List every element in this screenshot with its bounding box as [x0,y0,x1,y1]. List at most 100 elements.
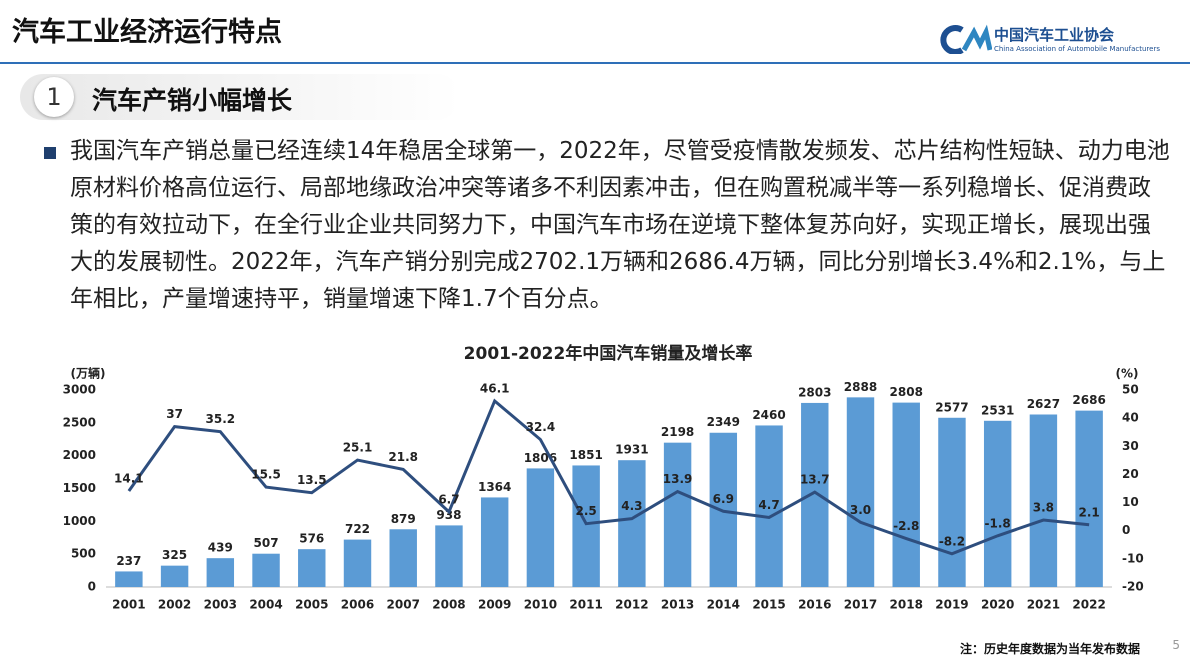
x-tick-label: 2006 [341,598,374,612]
y-tick-label: 2500 [63,415,96,429]
line-value-label: 13.5 [297,473,327,487]
bar [618,460,646,587]
line-value-label: 21.8 [388,450,418,464]
slide-title: 汽车工业经济运行特点 [12,17,282,48]
y2-tick-label: 30 [1122,439,1139,453]
bar [1029,414,1058,587]
line-value-label: 13.9 [663,472,693,486]
bar [206,558,235,587]
y2-tick-label: 50 [1122,383,1139,397]
x-tick-label: 2009 [478,598,511,612]
bar-value-label: 722 [345,522,370,536]
x-tick-label: 2017 [844,598,877,612]
bar-value-label: 879 [391,512,416,526]
bar [1075,410,1103,587]
bar-value-label: 2803 [798,385,831,399]
line-value-label: 32.4 [526,420,556,434]
bar-value-label: 576 [299,532,324,546]
x-tick-label: 2018 [890,598,923,612]
x-tick-label: 2021 [1027,598,1060,612]
section-number: 1 [34,77,74,117]
section-title: 汽车产销小幅增长 [92,86,293,115]
x-tick-label: 2003 [204,598,237,612]
y2-tick-label: 10 [1122,495,1139,509]
line-value-label: -8.2 [939,534,965,548]
x-tick-label: 2020 [981,598,1014,612]
bar-value-label: 439 [208,541,233,555]
bar-value-label: 2888 [844,380,877,394]
x-tick-label: 2016 [798,598,831,612]
logo-mark [940,24,992,54]
line-value-label: 14.1 [114,472,144,486]
line-value-label: 35.2 [206,412,236,426]
bar [298,549,326,587]
bar [160,565,189,587]
y-axis-label: (万辆) [71,366,106,381]
bar-value-label: 2460 [752,408,785,422]
x-tick-label: 2015 [752,598,785,612]
bar [572,465,600,587]
bar-value-label: 2808 [890,385,923,399]
bullet [44,147,56,159]
x-tick-label: 2022 [1072,598,1105,612]
footnote: 注：历史年度数据为当年发布数据 [959,642,1140,656]
line-value-label: 4.3 [621,499,642,513]
bar [526,468,555,587]
chart: 2001-2022年中国汽车销量及增长率 (万辆) (%) 0500100015… [63,343,1144,612]
bar [389,529,417,587]
line-value-label: -1.8 [985,516,1011,530]
y-tick-label: 0 [88,580,96,594]
line-value-label: 13.7 [800,473,830,487]
line-value-label: 2.5 [576,504,597,518]
page-number: 5 [1172,638,1180,652]
line-value-label: 25.1 [343,441,373,455]
bar-value-label: 237 [116,554,141,568]
bar [663,442,692,587]
bar-value-label: 1851 [569,448,602,462]
section-banner: 1 汽车产销小幅增长 [20,74,460,120]
bar-value-label: 2531 [981,403,1014,417]
line-value-label: 37 [166,407,183,421]
bar-value-label: 2349 [707,415,740,429]
line-value-label: 3.8 [1033,501,1054,515]
bar [846,397,875,587]
line-value-label: 4.7 [758,498,779,512]
header-rule [0,62,1190,64]
y2-tick-label: 20 [1122,467,1139,481]
x-tick-label: 2007 [387,598,420,612]
x-tick-label: 2011 [569,598,602,612]
x-tick-label: 2019 [935,598,968,612]
bar-value-label: 1364 [478,480,511,494]
bar-value-label: 325 [162,548,187,562]
x-tick-label: 2012 [615,598,648,612]
x-tick-label: 2013 [661,598,694,612]
logo-cn: 中国汽车工业协会 [993,26,1114,44]
y2-tick-label: -10 [1122,551,1144,565]
line-value-label: 15.5 [251,468,281,482]
bar [983,420,1012,587]
bar [252,553,280,587]
bar [892,402,920,587]
logo-en: China Association of Automobile Manufact… [993,45,1160,53]
chart-title: 2001-2022年中国汽车销量及增长率 [464,343,753,364]
y-tick-label: 1500 [63,481,96,495]
x-tick-label: 2001 [112,598,145,612]
y2-axis-label: (%) [1116,367,1139,381]
y-tick-label: 1000 [63,514,96,528]
line-value-label: 6.7 [438,492,459,506]
body-text: 我国汽车产销总量已经连续14年稳居全球第一，2022年，尽管受疫情散发频发、芯片… [70,138,1170,312]
bar [480,497,509,587]
bar [938,417,966,587]
bar-value-label: 2198 [661,425,694,439]
line-value-label: 3.0 [850,503,871,517]
x-tick-label: 2005 [295,598,328,612]
y2-tick-label: 0 [1122,523,1130,537]
line-value-label: 6.9 [713,492,734,506]
line-value-label: 46.1 [480,381,510,395]
line-value-label: 2.1 [1079,505,1100,519]
growth-line [127,398,1090,556]
bar [343,539,372,587]
bar-value-label: 2577 [935,400,968,414]
y2-tick-label: -20 [1122,580,1144,594]
x-tick-label: 2008 [432,598,465,612]
